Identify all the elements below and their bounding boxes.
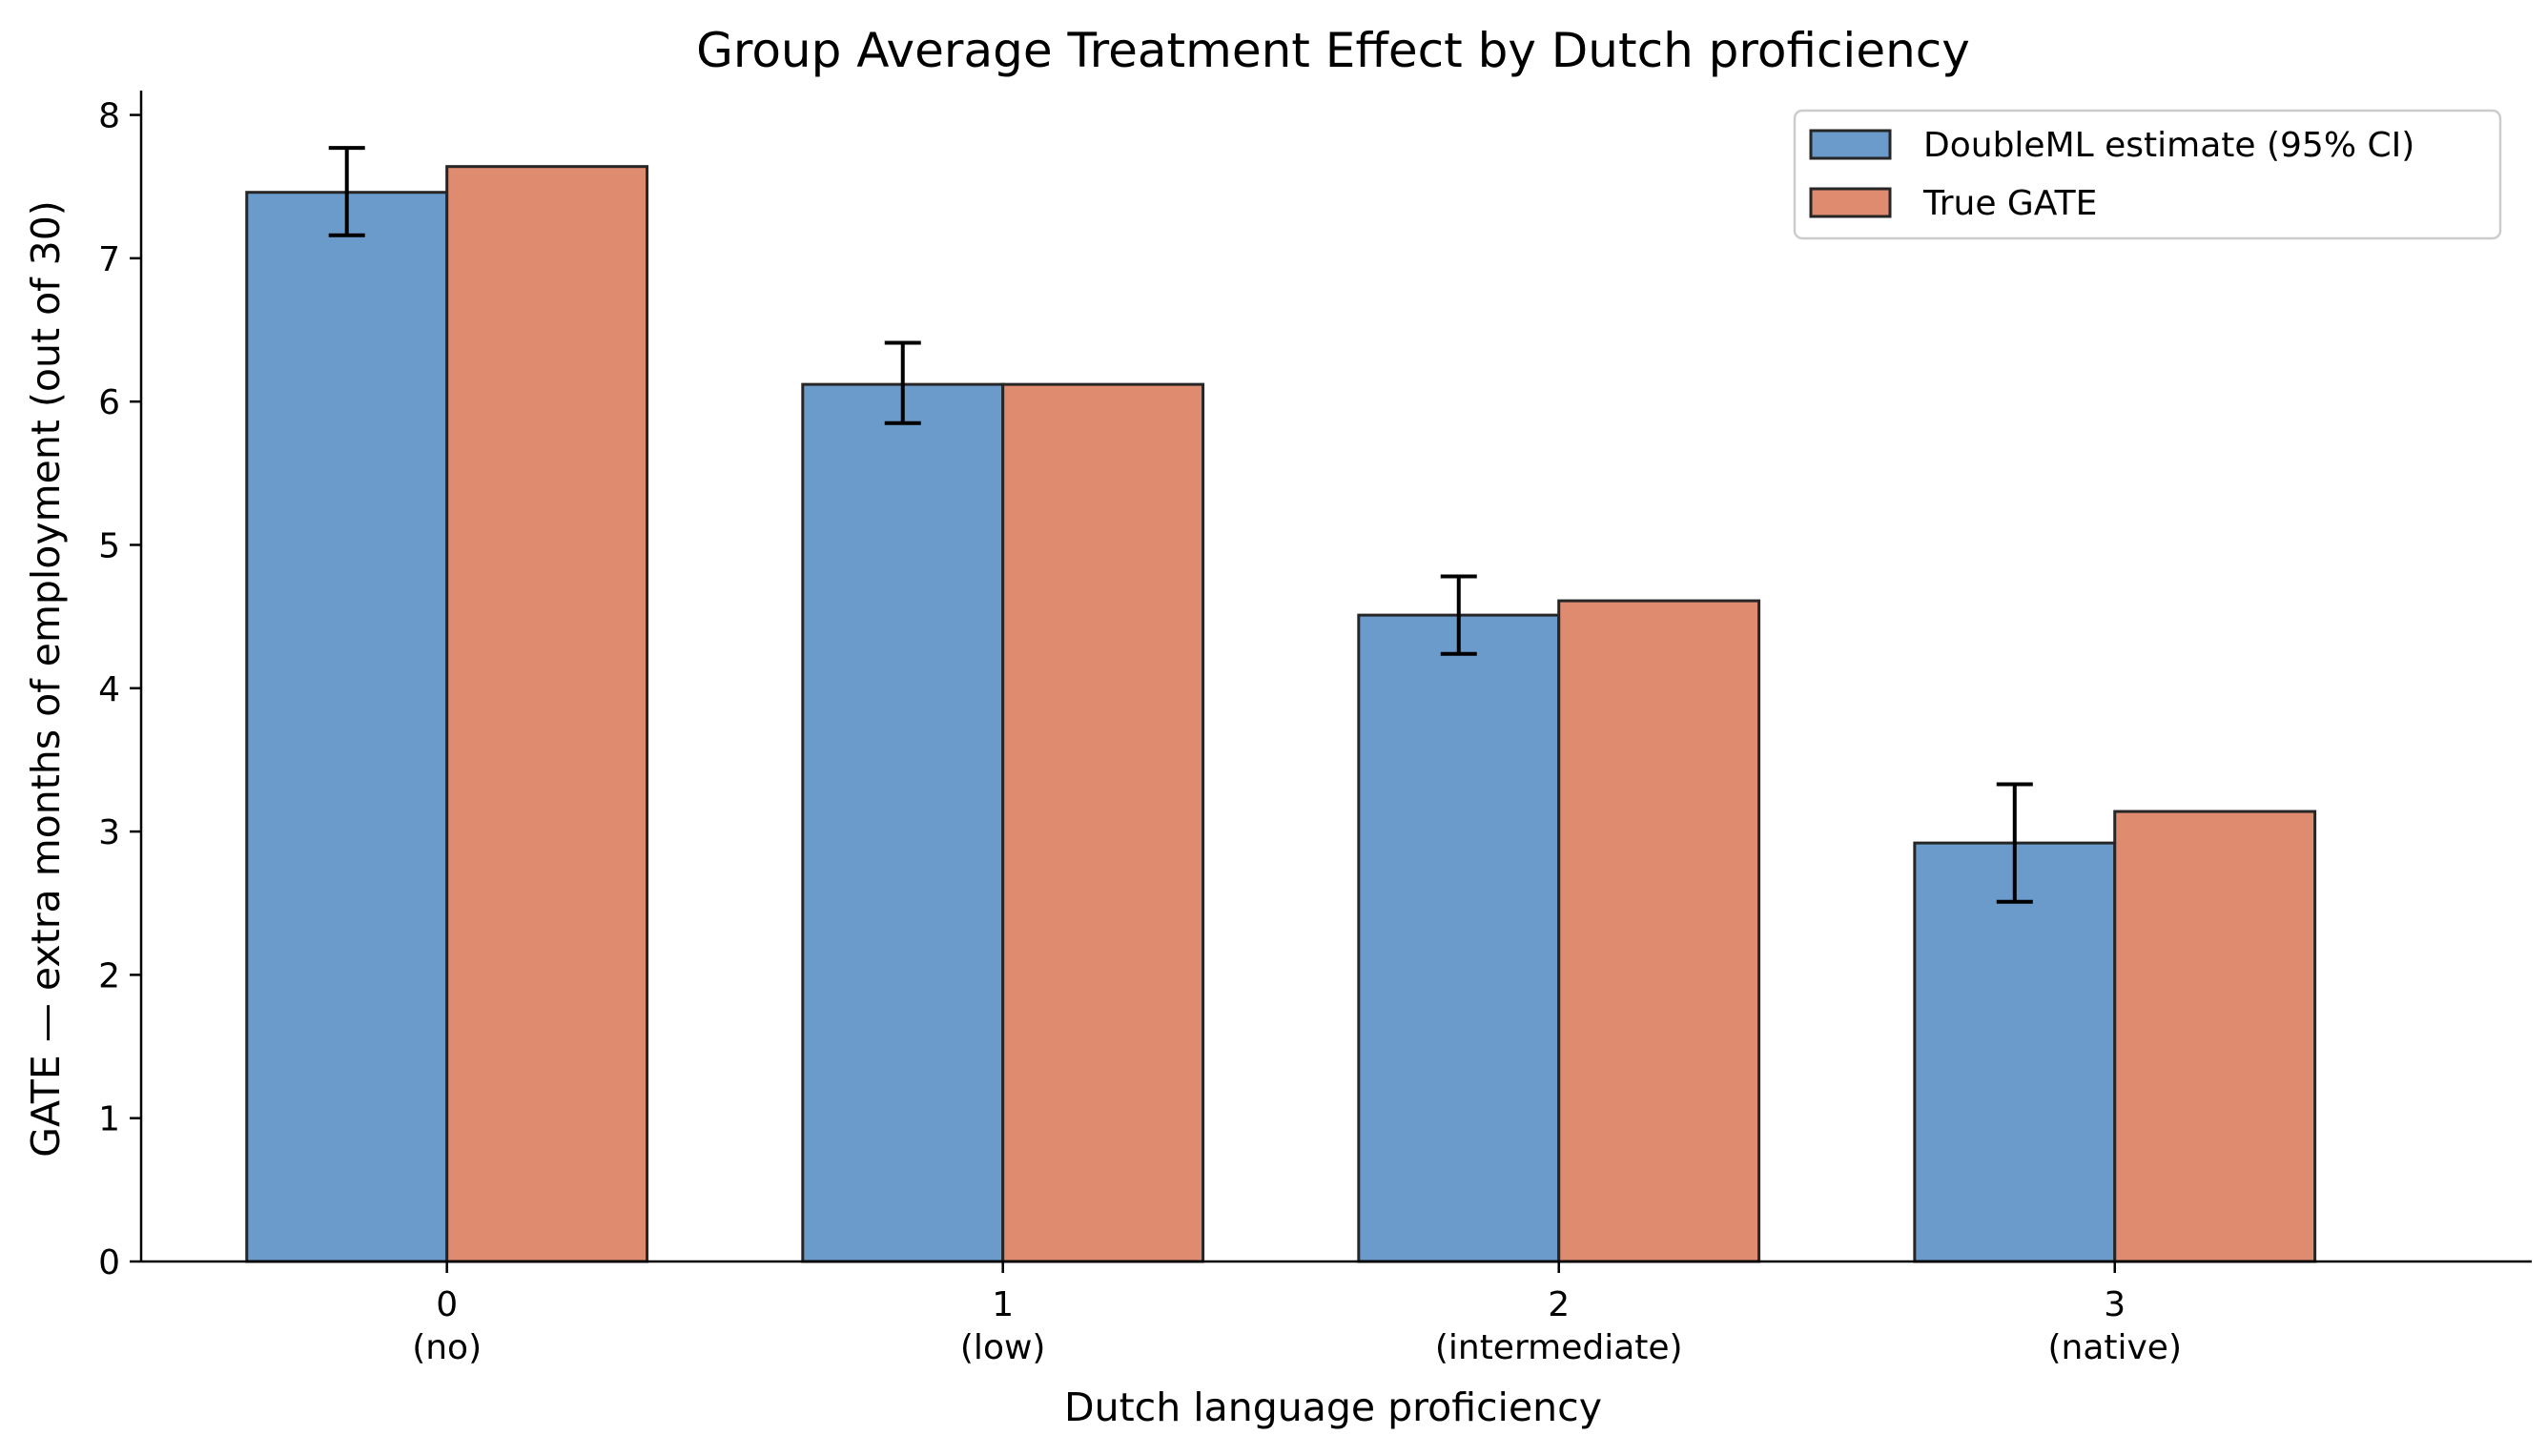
y-tick-label: 3 (98, 813, 120, 852)
y-tick-label: 0 (98, 1243, 120, 1282)
y-tick-label: 6 (98, 383, 120, 422)
x-tick-label: 2 (1548, 1285, 1570, 1324)
x-tick-sublabel: (low) (960, 1328, 1046, 1367)
legend-swatch (1809, 129, 1892, 160)
plot-area (245, 146, 2317, 1263)
x-tick-label: 3 (2104, 1285, 2126, 1324)
x-axis: 0 (no) 1 (low) 2 (intermediate) 3 (native) (141, 1260, 2532, 1367)
y-tick-label: 2 (98, 956, 120, 995)
x-tick-sublabel: (no) (412, 1328, 482, 1367)
y-tick-label: 8 (98, 97, 120, 136)
bar-true-gate-2 (1557, 599, 1761, 1263)
legend: DoubleML estimate (95% CI) True GATE (1793, 109, 2502, 240)
legend-swatch (1809, 187, 1892, 218)
x-tick-label: 0 (436, 1285, 458, 1324)
bar-true-gate-0 (445, 165, 649, 1263)
y-tick-label: 4 (98, 670, 120, 709)
legend-label: DoubleML estimate (95% CI) (1923, 126, 2414, 165)
legend-box (1793, 109, 2502, 240)
x-tick-sublabel: (intermediate) (1435, 1328, 1683, 1367)
x-tick-sublabel: (native) (2047, 1328, 2182, 1367)
y-axis: 0 1 2 3 4 5 6 7 8 (98, 91, 143, 1282)
error-bar-3 (1996, 782, 2033, 904)
y-axis-label: GATE — extra months of employment (out o… (23, 200, 69, 1158)
error-bar-0 (328, 146, 365, 237)
bar-doubleml-1 (801, 382, 1005, 1263)
bar-doubleml-0 (245, 191, 449, 1263)
bar-doubleml-2 (1357, 613, 1561, 1263)
error-bar-1 (884, 340, 921, 425)
chart-title: Group Average Treatment Effect by Dutch … (696, 23, 1970, 78)
y-tick-label: 7 (98, 240, 120, 279)
bar-true-gate-1 (1001, 382, 1205, 1263)
error-bar-2 (1440, 574, 1477, 656)
x-axis-label: Dutch language proficiency (1064, 1384, 1602, 1430)
y-tick-label: 1 (98, 1100, 120, 1139)
bar-true-gate-3 (2113, 810, 2317, 1263)
y-tick-label: 5 (98, 526, 120, 565)
bar-doubleml-3 (1913, 841, 2117, 1263)
x-tick-label: 1 (992, 1285, 1014, 1324)
legend-label: True GATE (1922, 184, 2097, 223)
